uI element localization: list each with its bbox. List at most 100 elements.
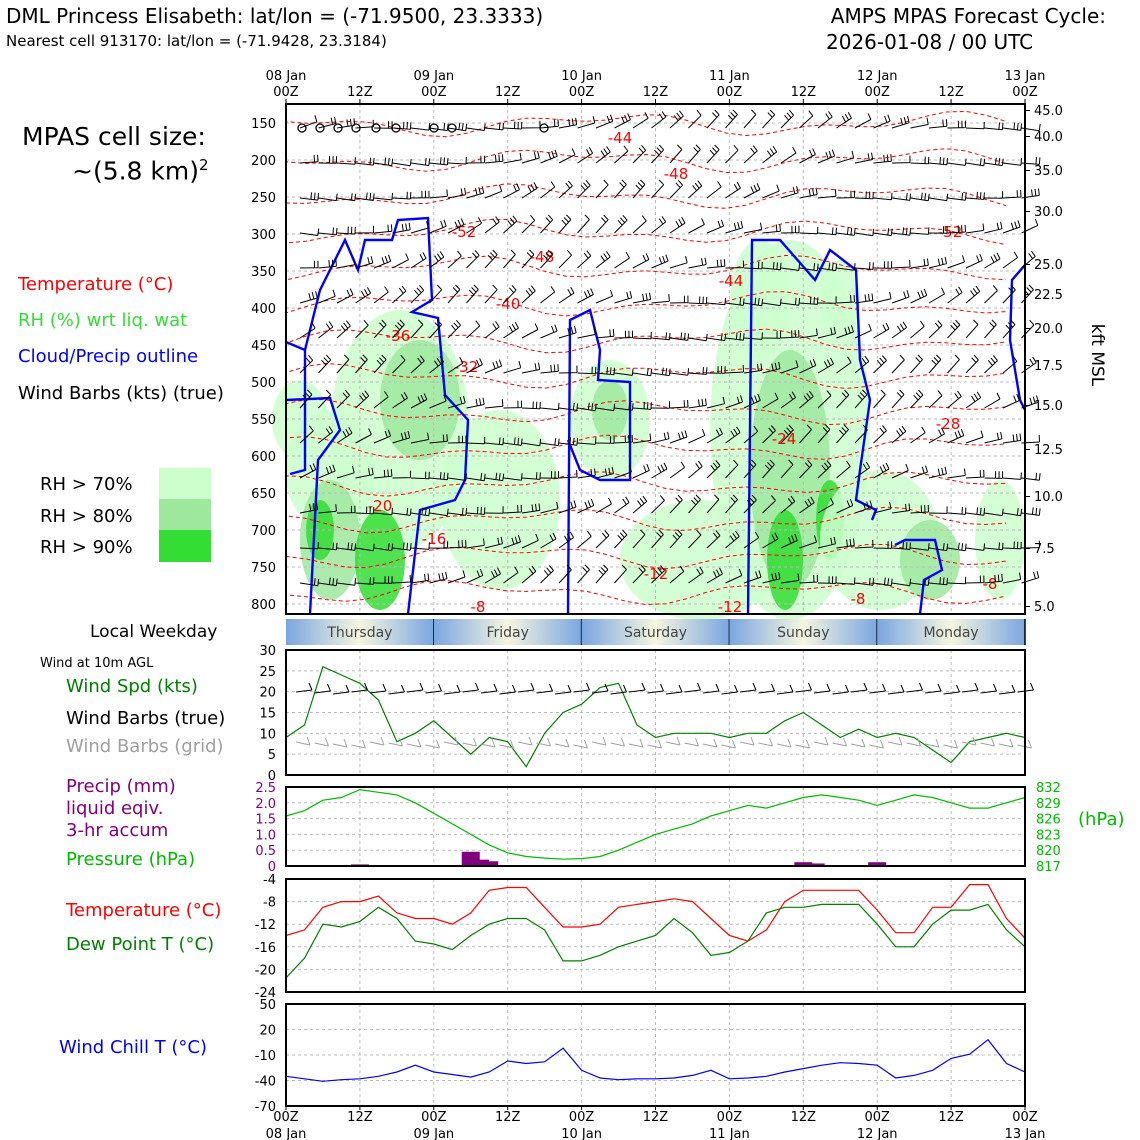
wind-barb [558, 402, 579, 411]
temperature-contour-label: -28 [936, 415, 961, 433]
wind-barb [854, 461, 871, 479]
wind-barb [780, 360, 799, 374]
forecast-cycle-date: 2026-01-08 / 00 UTC [826, 30, 1034, 54]
wind-barb [392, 222, 411, 234]
wind-barb [743, 109, 757, 129]
dewpoint-panel-label: Dew Point T (°C) [66, 934, 215, 955]
wind-barb [614, 214, 628, 234]
wind-barb [503, 566, 519, 584]
wind-barb [965, 191, 985, 200]
wind-barb [836, 150, 855, 164]
wind-barb [743, 531, 760, 549]
wind-barb [336, 354, 350, 374]
wind-barb [336, 578, 357, 586]
wind-barb-true [906, 682, 923, 693]
wind-barb [299, 463, 317, 479]
wind-barb [780, 185, 799, 199]
wind-barb [836, 538, 855, 549]
wind-barb [780, 495, 796, 514]
wind-barb [447, 435, 467, 444]
temperature-contour-label: -32 [454, 358, 479, 376]
wind-barb [336, 542, 357, 551]
wind-barb [947, 224, 966, 234]
wind-barb [780, 573, 800, 584]
wind-barb [299, 192, 320, 201]
wind-barb [910, 320, 925, 339]
wind-barb-grid [573, 739, 588, 749]
wind-barbs-grid-label: Wind Barbs (grid) [66, 736, 224, 757]
wind-barb [558, 437, 579, 446]
rh-shade-17 [975, 480, 1025, 600]
top-day-label: 10 Jan [561, 69, 602, 84]
top-hour-label: 00Z [421, 85, 447, 100]
legend-rh90-label: RH > 90% [40, 537, 133, 558]
wind-barb [799, 226, 819, 235]
wind-barb [392, 574, 411, 584]
wind-barb-true [943, 684, 960, 695]
top-day-label: 09 Jan [413, 69, 454, 84]
wind-barb [466, 155, 485, 164]
precip-label-3: 3-hr accum [66, 820, 169, 841]
wind-barb [965, 253, 983, 269]
weekday-segment [286, 619, 434, 645]
temperature-contour-label: -12 [718, 598, 743, 616]
wind-barb [854, 228, 875, 237]
temperature-contour [285, 148, 1007, 174]
wind-barb [1002, 355, 1018, 374]
temperature-contour-label: -48 [664, 165, 689, 183]
wind-barb [614, 179, 627, 199]
panel-ytick: -70 [255, 1100, 276, 1115]
wind-barb [336, 257, 356, 269]
bottom-hour-label: 12Z [938, 1110, 964, 1125]
wind-barb [669, 332, 690, 341]
wind-barb-true [554, 684, 572, 695]
cell-size-value: ~(5.8 km)2 [72, 156, 209, 185]
top-day-label: 12 Jan [857, 69, 898, 84]
wind-barb [669, 461, 686, 479]
wind-barb [410, 393, 428, 409]
wind-barb-true [628, 682, 646, 693]
wind-barb-true [610, 684, 627, 695]
wind-barb [836, 460, 851, 479]
wind-barb-true [758, 683, 775, 694]
panel-ytick: 2.5 [255, 781, 276, 796]
wind-barb [762, 571, 781, 584]
panel-ytick: 2.0 [255, 797, 276, 812]
wind-barb [688, 296, 708, 305]
wind-barb [484, 399, 504, 409]
wind-barb [429, 219, 447, 234]
wind-barb [318, 577, 338, 587]
wind-barb [521, 533, 539, 549]
wind-barb [780, 329, 800, 339]
wind-barb [984, 191, 1004, 199]
wind-barb [577, 402, 597, 412]
wind-barb [521, 401, 541, 410]
wind-barb [447, 122, 468, 132]
wind-barb [558, 287, 575, 304]
wind-barb [466, 320, 481, 339]
temperature-line [285, 883, 1026, 942]
wind-barb [429, 157, 449, 166]
wind-barb [558, 365, 578, 374]
bottom-day-label: 11 Jan [709, 1127, 750, 1140]
wind-barb [688, 218, 705, 234]
wind-barb [1002, 433, 1022, 444]
wind-barb [614, 434, 633, 444]
wind-barb-grid [517, 736, 533, 746]
wind-barb [762, 532, 779, 549]
wind-barb-grid [628, 738, 644, 748]
wind-barb [706, 297, 726, 306]
wind-barb [651, 144, 665, 164]
wind-barb-grid [462, 737, 477, 747]
wind-barb-true [665, 684, 683, 695]
kft-tick: 20.0 [1034, 322, 1063, 337]
wind-barb [410, 573, 430, 584]
bottom-day-label: 12 Jan [857, 1127, 898, 1140]
wind-barb [484, 321, 500, 339]
wind-barb [558, 531, 575, 549]
wind-barb [743, 393, 761, 409]
wind-barb [1002, 472, 1022, 480]
wind-barb-grid [906, 737, 921, 747]
bottom-hour-label: 00Z [421, 1110, 447, 1125]
wind-barb [484, 437, 504, 446]
